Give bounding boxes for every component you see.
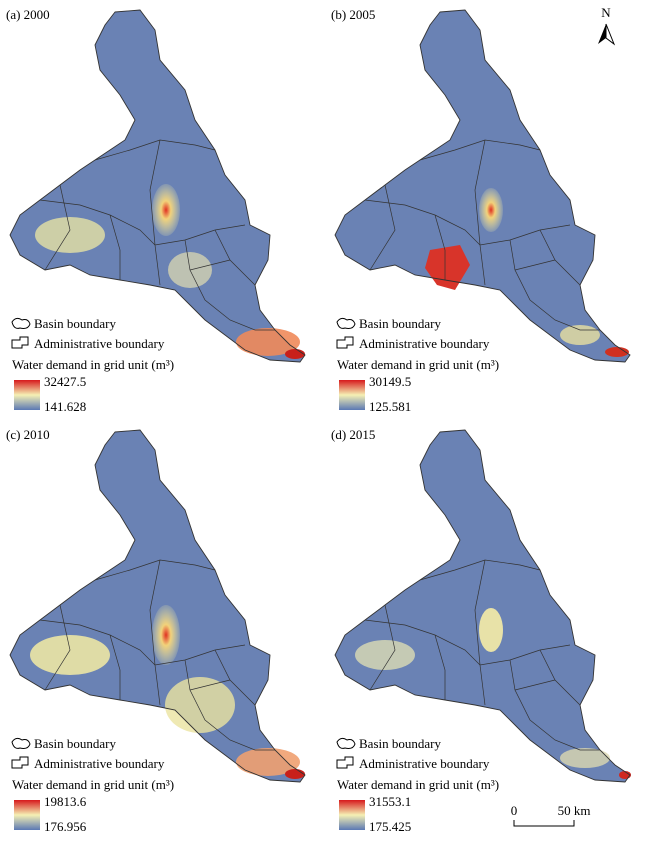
panel: (d) 2015 Basin boundary Administrative bou… xyxy=(331,427,631,834)
panel: (a) 2000 Basin boundary Administrative bou… xyxy=(6,7,306,414)
legend-max: 30149.5 xyxy=(369,374,411,389)
legend-title: Water demand in grid unit (m³) xyxy=(337,357,499,372)
panel-label: (a) 2000 xyxy=(6,7,50,22)
legend-admin: Administrative boundary xyxy=(359,756,490,771)
legend-basin: Basin boundary xyxy=(34,316,116,331)
basin-icon xyxy=(11,317,31,329)
legend-min: 175.425 xyxy=(369,819,411,834)
basin-icon xyxy=(11,737,31,749)
basin-map xyxy=(10,10,305,362)
legend-min: 141.628 xyxy=(44,399,86,414)
admin-icon xyxy=(336,336,354,349)
legend-basin: Basin boundary xyxy=(34,736,116,751)
legend-basin: Basin boundary xyxy=(359,736,441,751)
legend-title: Water demand in grid unit (m³) xyxy=(12,777,174,792)
basin-map xyxy=(335,430,630,782)
basin-map xyxy=(10,430,305,782)
color-ramp xyxy=(14,800,40,830)
panel-label: (c) 2010 xyxy=(6,427,50,442)
basin-icon xyxy=(336,317,356,329)
legend-min: 125.581 xyxy=(369,399,411,414)
admin-icon xyxy=(11,756,29,769)
color-ramp xyxy=(339,380,365,410)
legend-max: 32427.5 xyxy=(44,374,86,389)
legend-admin: Administrative boundary xyxy=(34,756,165,771)
legend-basin: Basin boundary xyxy=(359,316,441,331)
admin-icon xyxy=(336,756,354,769)
legend-title: Water demand in grid unit (m³) xyxy=(12,357,174,372)
color-ramp xyxy=(14,380,40,410)
scale-start: 0 xyxy=(511,803,518,818)
legend-admin: Administrative boundary xyxy=(34,336,165,351)
legend-admin: Administrative boundary xyxy=(359,336,490,351)
legend-max: 19813.6 xyxy=(44,794,87,809)
color-ramp xyxy=(339,800,365,830)
legend-max: 31553.1 xyxy=(369,794,411,809)
panel-label: (b) 2005 xyxy=(331,7,375,22)
basin-icon xyxy=(336,737,356,749)
north-arrow: N xyxy=(598,5,616,46)
panel-label: (d) 2015 xyxy=(331,427,375,442)
admin-icon xyxy=(11,336,29,349)
scale-end: 50 km xyxy=(558,803,591,818)
legend-title: Water demand in grid unit (m³) xyxy=(337,777,499,792)
panel: (c) 2010 Basin boundary Administrative bou… xyxy=(6,427,306,834)
panel: (b) 2005 Basin boundary Administrative bou… xyxy=(331,7,631,414)
basin-map xyxy=(335,10,630,362)
scale-bar: 0 50 km xyxy=(511,803,591,827)
north-label: N xyxy=(601,5,611,20)
legend-min: 176.956 xyxy=(44,819,87,834)
